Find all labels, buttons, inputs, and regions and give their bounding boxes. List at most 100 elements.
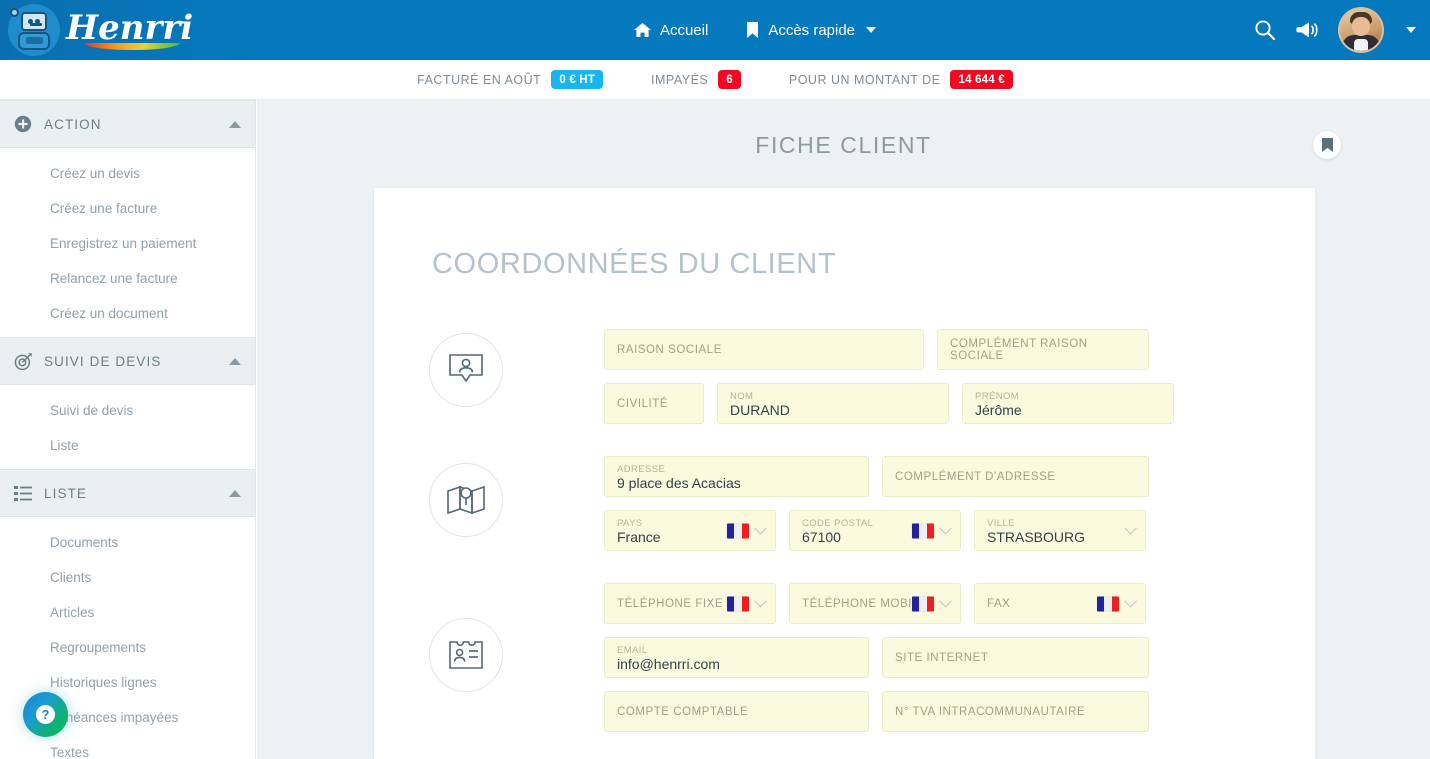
main-nav: Accueil Accès rapide: [256, 0, 1254, 60]
sidebar-item-enregistrez-un-paiement[interactable]: Enregistrez un paiement: [50, 236, 197, 251]
avatar[interactable]: [1338, 7, 1384, 53]
stats-bar: FACTURÉ EN AOÛT 0 € HT IMPAYÉS 6 POUR UN…: [0, 60, 1430, 100]
complement-adresse-label: COMPLÉMENT D'ADRESSE: [895, 470, 1056, 483]
fax-field[interactable]: FAX: [974, 583, 1146, 624]
sidebar-item-regroupements[interactable]: Regroupements: [50, 640, 147, 655]
stat-impayes: IMPAYÉS 6: [651, 70, 741, 89]
complement-adresse-field[interactable]: COMPLÉMENT D'ADRESSE: [882, 456, 1149, 497]
sidebar-section-action[interactable]: ACTION: [0, 100, 255, 148]
prenom-field[interactable]: PRÉNOM Jérôme: [962, 383, 1174, 424]
form-row-identity-2: CIVILITÉ NOM DURAND PRÉNOM Jérôme: [604, 383, 1260, 424]
bookmark-page-button[interactable]: [1313, 131, 1341, 159]
ville-field[interactable]: VILLE STRASBOURG: [974, 510, 1146, 551]
top-right-actions: [1254, 0, 1430, 60]
fax-label: FAX: [987, 597, 1011, 610]
sidebar-item-documents[interactable]: Documents: [50, 535, 119, 550]
card-title: COORDONNÉES DU CLIENT: [432, 248, 837, 280]
france-flag-icon: [727, 596, 749, 611]
chevron-up-icon[interactable]: [229, 357, 241, 365]
stat-facture-badge: 0 € HT: [551, 70, 604, 89]
telephone-fixe-field[interactable]: TÉLÉPHONE FIXE: [604, 583, 776, 624]
sidebar-item-relancez-une-facture[interactable]: Relancez une facture: [50, 271, 178, 286]
nav-item-acces-rapide[interactable]: Accès rapide: [746, 21, 877, 39]
sidebar-section-liste[interactable]: LISTE: [0, 469, 255, 517]
megaphone-icon[interactable]: [1296, 20, 1318, 40]
stat-impayes-label: IMPAYÉS: [651, 72, 709, 87]
nom-label: NOM: [730, 391, 754, 402]
france-flag-icon: [912, 596, 934, 611]
sidebar-item-suivi-de-devis[interactable]: Suivi de devis: [50, 403, 134, 418]
chevron-down-icon[interactable]: [939, 521, 952, 535]
sidebar-item-liste[interactable]: Liste: [50, 438, 79, 453]
email-label: EMAIL: [617, 645, 648, 656]
pays-field[interactable]: PAYS France: [604, 510, 776, 551]
chevron-down-icon[interactable]: [754, 594, 767, 608]
sidebar-item-creez-un-devis[interactable]: Créez un devis: [50, 166, 141, 181]
sidebar-section-suivi-de-devis[interactable]: SUIVI DE DEVIS: [0, 337, 255, 385]
ville-value: STRASBOURG: [987, 529, 1086, 545]
nav-item-acces-rapide-label: Accès rapide: [768, 21, 856, 39]
chevron-down-icon[interactable]: [939, 594, 952, 608]
sidebar-item-clients[interactable]: Clients: [50, 570, 92, 585]
form-row-contact-2: EMAIL info@henrri.com SITE INTERNET: [604, 637, 1260, 678]
email-field[interactable]: EMAIL info@henrri.com: [604, 637, 869, 678]
site-internet-field[interactable]: SITE INTERNET: [882, 637, 1149, 678]
stat-facture-label: FACTURÉ EN AOÛT: [417, 72, 542, 87]
form-fields-column: RAISON SOCIALE COMPLÉMENT RAISON SOCIALE…: [604, 329, 1315, 745]
client-details-card: COORDONNÉES DU CLIENT: [374, 188, 1315, 759]
tva-label: N° TVA INTRACOMMUNAUTAIRE: [895, 705, 1086, 718]
stat-impayes-badge: 6: [718, 70, 741, 89]
telephone-mobile-label: TÉLÉPHONE MOBILE: [802, 597, 928, 610]
sidebar-section-suivi-title: SUIVI DE DEVIS: [44, 353, 162, 369]
stat-montant-badge: 14 644 €: [950, 70, 1013, 89]
code-postal-value: 67100: [802, 529, 841, 545]
brand-logo[interactable]: Henrri: [0, 0, 256, 60]
sidebar-item-articles[interactable]: Articles: [50, 605, 95, 620]
chevron-down-icon[interactable]: [754, 521, 767, 535]
user-menu-chevron-down-icon[interactable]: [1406, 27, 1416, 33]
form-row-contact-1: TÉLÉPHONE FIXE TÉLÉPHONE MOBILE: [604, 583, 1260, 624]
raison-sociale-field[interactable]: RAISON SOCIALE: [604, 329, 924, 370]
bookmark-icon: [746, 22, 759, 38]
sidebar-item-echeances-impayees[interactable]: Échéances impayées: [50, 710, 179, 725]
home-icon: [633, 22, 651, 38]
sidebar-section-liste-title: LISTE: [44, 485, 88, 501]
sidebar-item-textes[interactable]: Textes: [50, 745, 90, 759]
france-flag-icon: [912, 523, 934, 538]
nom-value: DURAND: [730, 402, 790, 418]
stat-montant-label: POUR UN MONTANT DE: [788, 72, 941, 87]
chevron-up-icon[interactable]: [229, 489, 241, 497]
complement-raison-sociale-field[interactable]: COMPLÉMENT RAISON SOCIALE: [937, 329, 1149, 370]
help-button[interactable]: ?: [23, 692, 68, 737]
sidebar-item-historiques-lignes[interactable]: Historiques lignes: [50, 675, 157, 690]
civilite-field[interactable]: CIVILITÉ: [604, 383, 704, 424]
search-icon[interactable]: [1254, 19, 1276, 41]
pays-label: PAYS: [617, 518, 643, 529]
compte-comptable-field[interactable]: COMPTE COMPTABLE: [604, 691, 869, 732]
form-row-address-2: PAYS France CODE POSTAL 67100: [604, 510, 1260, 551]
prenom-label: PRÉNOM: [975, 391, 1020, 402]
sidebar-item-creez-un-document[interactable]: Créez un document: [50, 306, 168, 321]
chevron-up-icon[interactable]: [229, 120, 241, 128]
top-navigation-bar: Henrri Accueil Accès rapide: [0, 0, 1430, 60]
tva-field[interactable]: N° TVA INTRACOMMUNAUTAIRE: [882, 691, 1149, 732]
nav-item-accueil-label: Accueil: [659, 21, 709, 39]
plus-circle-icon: [14, 115, 40, 133]
brand-swoosh: [84, 43, 180, 50]
chevron-down-icon[interactable]: [1124, 594, 1137, 608]
telephone-mobile-field[interactable]: TÉLÉPHONE MOBILE: [789, 583, 961, 624]
sidebar-item-creez-une-facture[interactable]: Créez une facture: [50, 201, 158, 216]
person-bubble-icon: [429, 333, 503, 407]
code-postal-field[interactable]: CODE POSTAL 67100: [789, 510, 961, 551]
pays-value: France: [617, 529, 661, 545]
adresse-field[interactable]: ADRESSE 9 place des Acacias: [604, 456, 869, 497]
nom-field[interactable]: NOM DURAND: [717, 383, 949, 424]
email-value: info@henrri.com: [617, 656, 720, 672]
nav-item-accueil[interactable]: Accueil: [633, 21, 709, 39]
prenom-value: Jérôme: [975, 402, 1022, 418]
civilite-label: CIVILITÉ: [617, 397, 669, 410]
page-title: FICHE CLIENT: [755, 132, 932, 158]
target-icon: [14, 352, 40, 371]
help-question-mark-icon: ?: [36, 705, 55, 724]
